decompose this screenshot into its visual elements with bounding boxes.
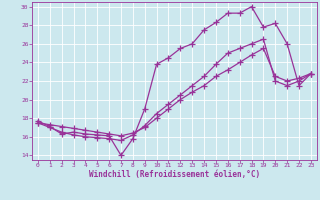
X-axis label: Windchill (Refroidissement éolien,°C): Windchill (Refroidissement éolien,°C) <box>89 170 260 179</box>
